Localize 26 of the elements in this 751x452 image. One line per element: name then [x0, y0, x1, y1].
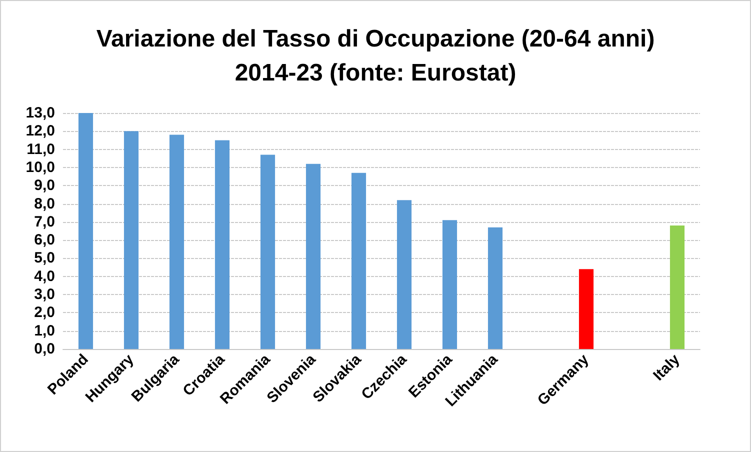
y-tick-label: 11,0	[26, 140, 55, 158]
bar	[306, 164, 321, 349]
y-tick-label: 2,0	[34, 304, 55, 322]
y-tick-label: 5,0	[34, 250, 55, 267]
bar	[260, 154, 276, 349]
y-tick-label: 9,0	[34, 177, 55, 194]
y-tick-label: 3,0	[34, 286, 55, 304]
y-tick-label: 4,0	[34, 268, 55, 285]
bar	[670, 226, 685, 349]
y-tick-label: 10,0	[26, 158, 55, 176]
y-tick-label: 8,0	[34, 195, 55, 212]
y-tick-label: 7,0	[34, 213, 55, 230]
bar	[124, 131, 139, 349]
y-tick-label: 1,0	[34, 322, 55, 340]
bar	[214, 140, 230, 349]
bar	[169, 134, 184, 349]
y-tick-label: 13,0	[26, 104, 55, 122]
y-tick-label: 12,0	[26, 122, 55, 140]
bar	[396, 200, 412, 349]
y-tick-label: 6,0	[34, 232, 55, 249]
bar	[78, 113, 94, 349]
chart-title: Variazione del Tasso di Occupazione (20-64 anni) 2014-23 (fonte: Eurostat)	[96, 26, 655, 86]
bar	[442, 220, 458, 349]
bar	[578, 269, 594, 349]
bar	[488, 227, 503, 349]
bar	[351, 172, 366, 349]
